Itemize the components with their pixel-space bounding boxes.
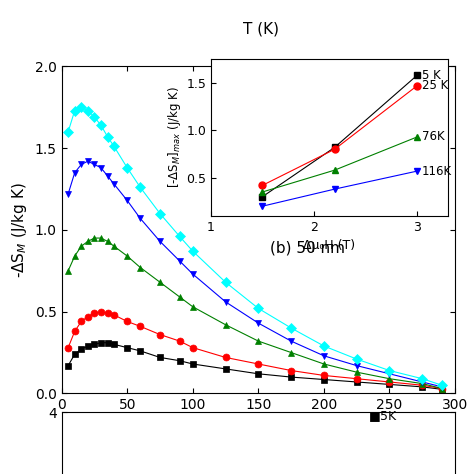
Text: $\blacksquare$5K: $\blacksquare$5K — [368, 409, 399, 424]
Y-axis label: -ΔS$_M$ (J/kg K): -ΔS$_M$ (J/kg K) — [10, 182, 29, 278]
Text: 76K: 76K — [422, 130, 445, 144]
Text: 25 K: 25 K — [422, 79, 448, 92]
Text: 116K: 116K — [422, 164, 452, 178]
Text: T (K): T (K) — [243, 21, 279, 36]
X-axis label: T (K): T (K) — [240, 418, 276, 433]
X-axis label: Δμ₀H (T): Δμ₀H (T) — [303, 239, 356, 252]
Text: (b) 50 nm: (b) 50 nm — [270, 241, 345, 256]
Y-axis label: [-ΔS$_M$]$_{max}$ (J/kg K): [-ΔS$_M$]$_{max}$ (J/kg K) — [166, 86, 183, 189]
Text: 5 K: 5 K — [422, 69, 441, 82]
